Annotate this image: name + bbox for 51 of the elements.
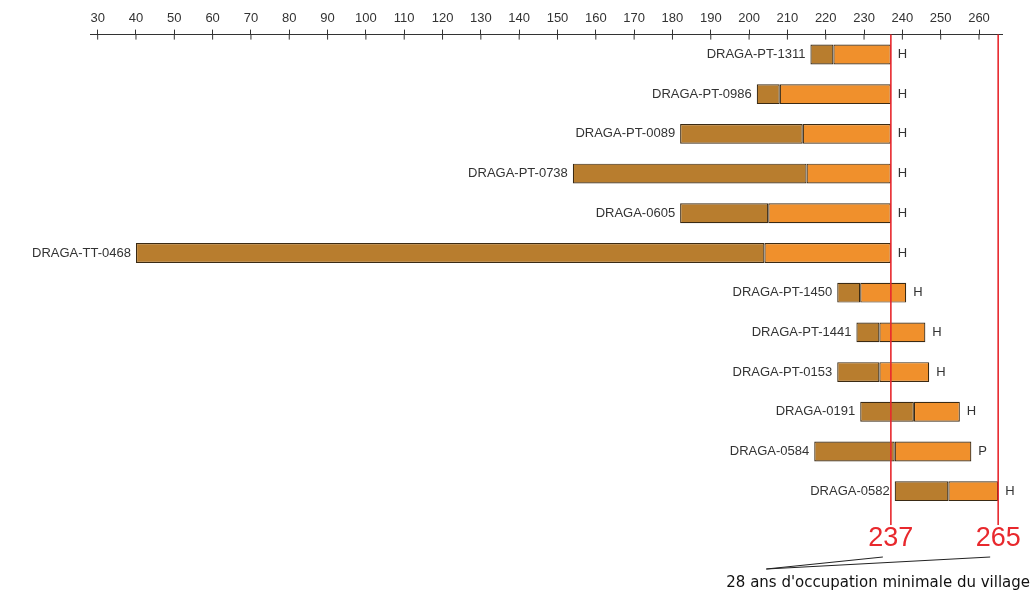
y-tick-label: DRAGA-0584 bbox=[729, 443, 810, 459]
x-tick-label: 80 bbox=[282, 10, 297, 26]
x-tick-label: 170 bbox=[623, 10, 645, 26]
data-label: H bbox=[897, 46, 908, 62]
y-tick-label: DRAGA-PT-1311 bbox=[706, 46, 806, 62]
text: 28 ans d'occupation minimale du village bbox=[726, 573, 1030, 592]
y-tick-label: DRAGA-PT-0089 bbox=[575, 125, 676, 141]
x-tick-label: 150 bbox=[546, 10, 569, 26]
y-tick-label: DRAGA-PT-0738 bbox=[468, 165, 568, 181]
x-tick-label: 220 bbox=[814, 10, 837, 26]
x-tick-label: 70 bbox=[243, 10, 259, 26]
x-tick-label: 120 bbox=[431, 10, 454, 26]
y-tick-label: DRAGA-0191 bbox=[775, 403, 856, 419]
data-label: H bbox=[936, 363, 946, 379]
data-label: H bbox=[932, 323, 942, 339]
x-tick-label: 100 bbox=[355, 10, 377, 26]
data-label: P bbox=[978, 443, 988, 459]
x-tick-label: 40 bbox=[128, 10, 144, 26]
x-tick-label: 180 bbox=[661, 10, 684, 26]
x-tick-label: 130 bbox=[470, 10, 492, 26]
data-label: H bbox=[897, 125, 908, 141]
y-tick-label: DRAGA-TT-0468 bbox=[32, 244, 131, 260]
y-tick-label: DRAGA-0582 bbox=[810, 482, 890, 498]
y-tick-label: DRAGA-PT-0153 bbox=[732, 363, 833, 379]
data-label: H bbox=[966, 403, 977, 419]
x-tick-label: 210 bbox=[776, 10, 799, 26]
y-tick-label: DRAGA-PT-1441 bbox=[751, 323, 852, 339]
x-tick-label: 230 bbox=[853, 10, 875, 26]
ref-line-label: 265 bbox=[975, 521, 1021, 552]
data-label: H bbox=[913, 284, 923, 300]
x-tick-label: 190 bbox=[699, 10, 722, 26]
x-tick-label: 90 bbox=[320, 10, 335, 26]
data-label: H bbox=[897, 244, 908, 260]
y-tick-label: DRAGA-0605 bbox=[595, 204, 676, 220]
data-label: H bbox=[897, 204, 908, 220]
x-tick-label: 260 bbox=[968, 10, 990, 26]
data-label: H bbox=[897, 165, 908, 181]
y-tick-label: DRAGA-PT-0986 bbox=[652, 85, 752, 101]
x-tick-label: 140 bbox=[508, 10, 531, 26]
data-label: H bbox=[897, 85, 908, 101]
x-tick-label: 250 bbox=[929, 10, 952, 26]
x-tick-label: 110 bbox=[393, 10, 415, 26]
x-tick-label: 160 bbox=[584, 10, 607, 26]
data-label: H bbox=[1005, 482, 1015, 498]
x-tick-label: 240 bbox=[891, 10, 914, 26]
ref-line-label: 237 bbox=[868, 521, 914, 552]
x-tick-label: 60 bbox=[205, 10, 220, 26]
x-tick-label: 30 bbox=[90, 10, 105, 26]
y-tick-label: DRAGA-PT-1450 bbox=[732, 284, 833, 300]
x-tick-label: 50 bbox=[167, 10, 182, 26]
x-tick-label: 200 bbox=[738, 10, 760, 26]
